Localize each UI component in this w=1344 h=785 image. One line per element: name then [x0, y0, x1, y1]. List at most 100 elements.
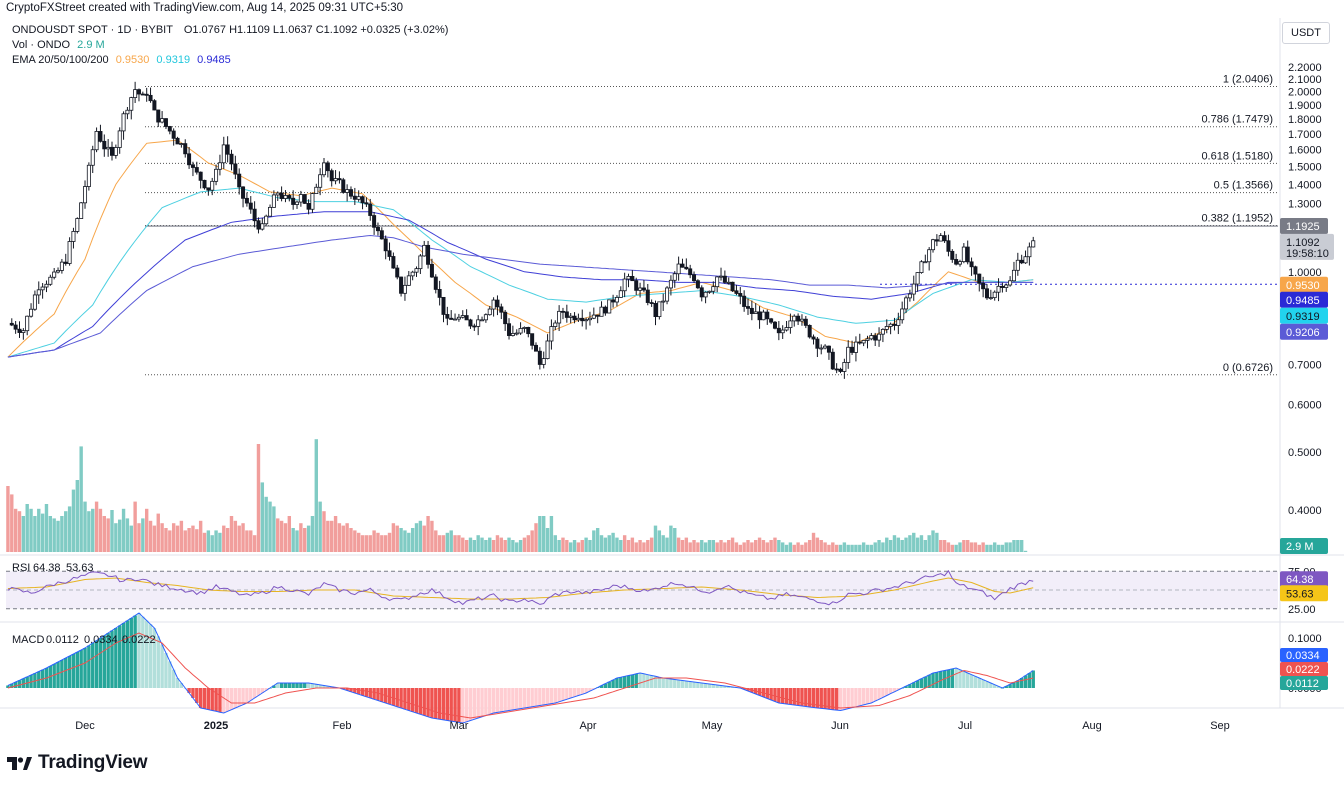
candle-body: [52, 271, 57, 278]
volume-bar: [314, 439, 318, 552]
macd-label[interactable]: MACD: [12, 634, 44, 646]
ema-label[interactable]: EMA 20/50/100/200: [12, 54, 109, 66]
macd-histogram-bar: [98, 638, 103, 688]
macd-histogram-bar: [912, 682, 916, 688]
volume-bar: [414, 523, 419, 552]
macd-histogram-bar: [287, 683, 292, 688]
candle-body: [1011, 269, 1016, 282]
macd-histogram-bar: [919, 678, 924, 688]
candle-body: [202, 179, 207, 189]
volume-bar: [264, 496, 268, 552]
candle-body: [599, 306, 604, 317]
volume-bar: [71, 489, 76, 552]
macd-histogram-bar: [372, 688, 376, 700]
candle-body: [460, 315, 465, 318]
volume-bar: [615, 537, 619, 552]
volume-bar: [634, 542, 638, 552]
rsi-label[interactable]: RSI: [12, 562, 30, 574]
macd-histogram-bar: [665, 678, 669, 688]
volume-bar: [727, 540, 731, 552]
candle-body: [1027, 246, 1032, 258]
macd-histogram-bar: [464, 688, 469, 722]
volume-bar: [827, 544, 831, 552]
volume-bar: [595, 528, 600, 552]
candle-body: [510, 333, 515, 336]
signal-tag-bg: [1280, 662, 1328, 676]
volume-bar: [842, 542, 847, 552]
macd-histogram-bar: [83, 648, 87, 688]
tradingview-logo[interactable]: TradingView: [6, 752, 148, 774]
volume-bar: [950, 544, 954, 552]
volume-bar: [330, 520, 334, 552]
volume-bar: [434, 530, 438, 552]
volume-bar: [977, 544, 981, 552]
candle-body: [749, 307, 754, 314]
y-tick-label: 1.4000: [1288, 179, 1322, 191]
symbol-line[interactable]: ONDOUSDT SPOT · 1D · BYBIT: [12, 24, 173, 36]
macd-histogram-bar: [399, 688, 403, 708]
candle-body: [626, 276, 631, 280]
candle-body: [765, 311, 770, 320]
candle-body: [907, 293, 912, 299]
macd-histogram-bar: [25, 676, 29, 688]
candle-body: [106, 146, 111, 150]
candle-body: [306, 203, 311, 210]
candle-body: [256, 220, 261, 230]
candle-body: [888, 323, 893, 327]
volume-label[interactable]: Vol · ONDO: [12, 39, 71, 51]
candle-body: [314, 186, 319, 194]
macd-histogram-bar: [129, 618, 133, 688]
currency-button[interactable]: USDT: [1282, 22, 1330, 44]
macd-histogram-bar: [453, 688, 457, 722]
candle-body: [171, 130, 176, 139]
volume-bar: [256, 444, 261, 552]
macd-histogram-bar: [17, 680, 22, 688]
candle-body: [595, 314, 600, 317]
candle-body: [553, 322, 558, 327]
macd-histogram-bar: [214, 688, 218, 712]
volume-bar: [449, 530, 453, 552]
macd-histogram-bar: [418, 688, 423, 715]
macd-histogram-bar: [64, 658, 68, 688]
volume-bar: [673, 528, 677, 552]
candle-body: [456, 316, 461, 320]
volume-bar: [819, 540, 823, 552]
volume-bar: [445, 532, 450, 552]
volume-bar: [973, 542, 978, 552]
macd-histogram-bar: [565, 688, 569, 700]
candle-body: [48, 276, 53, 285]
candle-body: [25, 315, 30, 332]
volume-bar: [738, 544, 742, 552]
volume-bar: [730, 537, 735, 552]
volume-bar: [1019, 540, 1024, 552]
macd-histogram-bar: [819, 688, 823, 709]
candle-body: [869, 335, 874, 340]
volume-bar: [811, 532, 816, 552]
volume-bar: [237, 525, 241, 552]
volume-bar: [1023, 550, 1028, 552]
volume-bar: [746, 540, 750, 552]
candle-body: [275, 192, 280, 196]
candle-body: [722, 275, 727, 283]
candle-body: [79, 202, 84, 219]
last-price-value: 1.1092: [1286, 237, 1320, 249]
macd-histogram-bar: [885, 688, 889, 696]
macd-histogram-bar: [626, 675, 631, 688]
candle-body: [198, 171, 203, 181]
macd-histogram-bar: [977, 678, 981, 688]
ema50-value: 0.9319: [156, 54, 191, 66]
macd-histogram-bar: [488, 688, 492, 715]
volume-bar: [861, 542, 866, 552]
volume-bar: [807, 540, 812, 552]
volume-bar: [996, 544, 1001, 552]
volume-bar: [87, 511, 91, 552]
macd-histogram-bar: [322, 685, 326, 688]
volume-bar: [588, 540, 592, 552]
candle-body: [445, 314, 450, 319]
candle-body: [842, 362, 847, 372]
volume-bar: [333, 516, 338, 552]
macd-histogram-bar: [276, 683, 280, 688]
macd-histogram-bar: [688, 681, 692, 688]
volume-bar: [372, 530, 376, 552]
